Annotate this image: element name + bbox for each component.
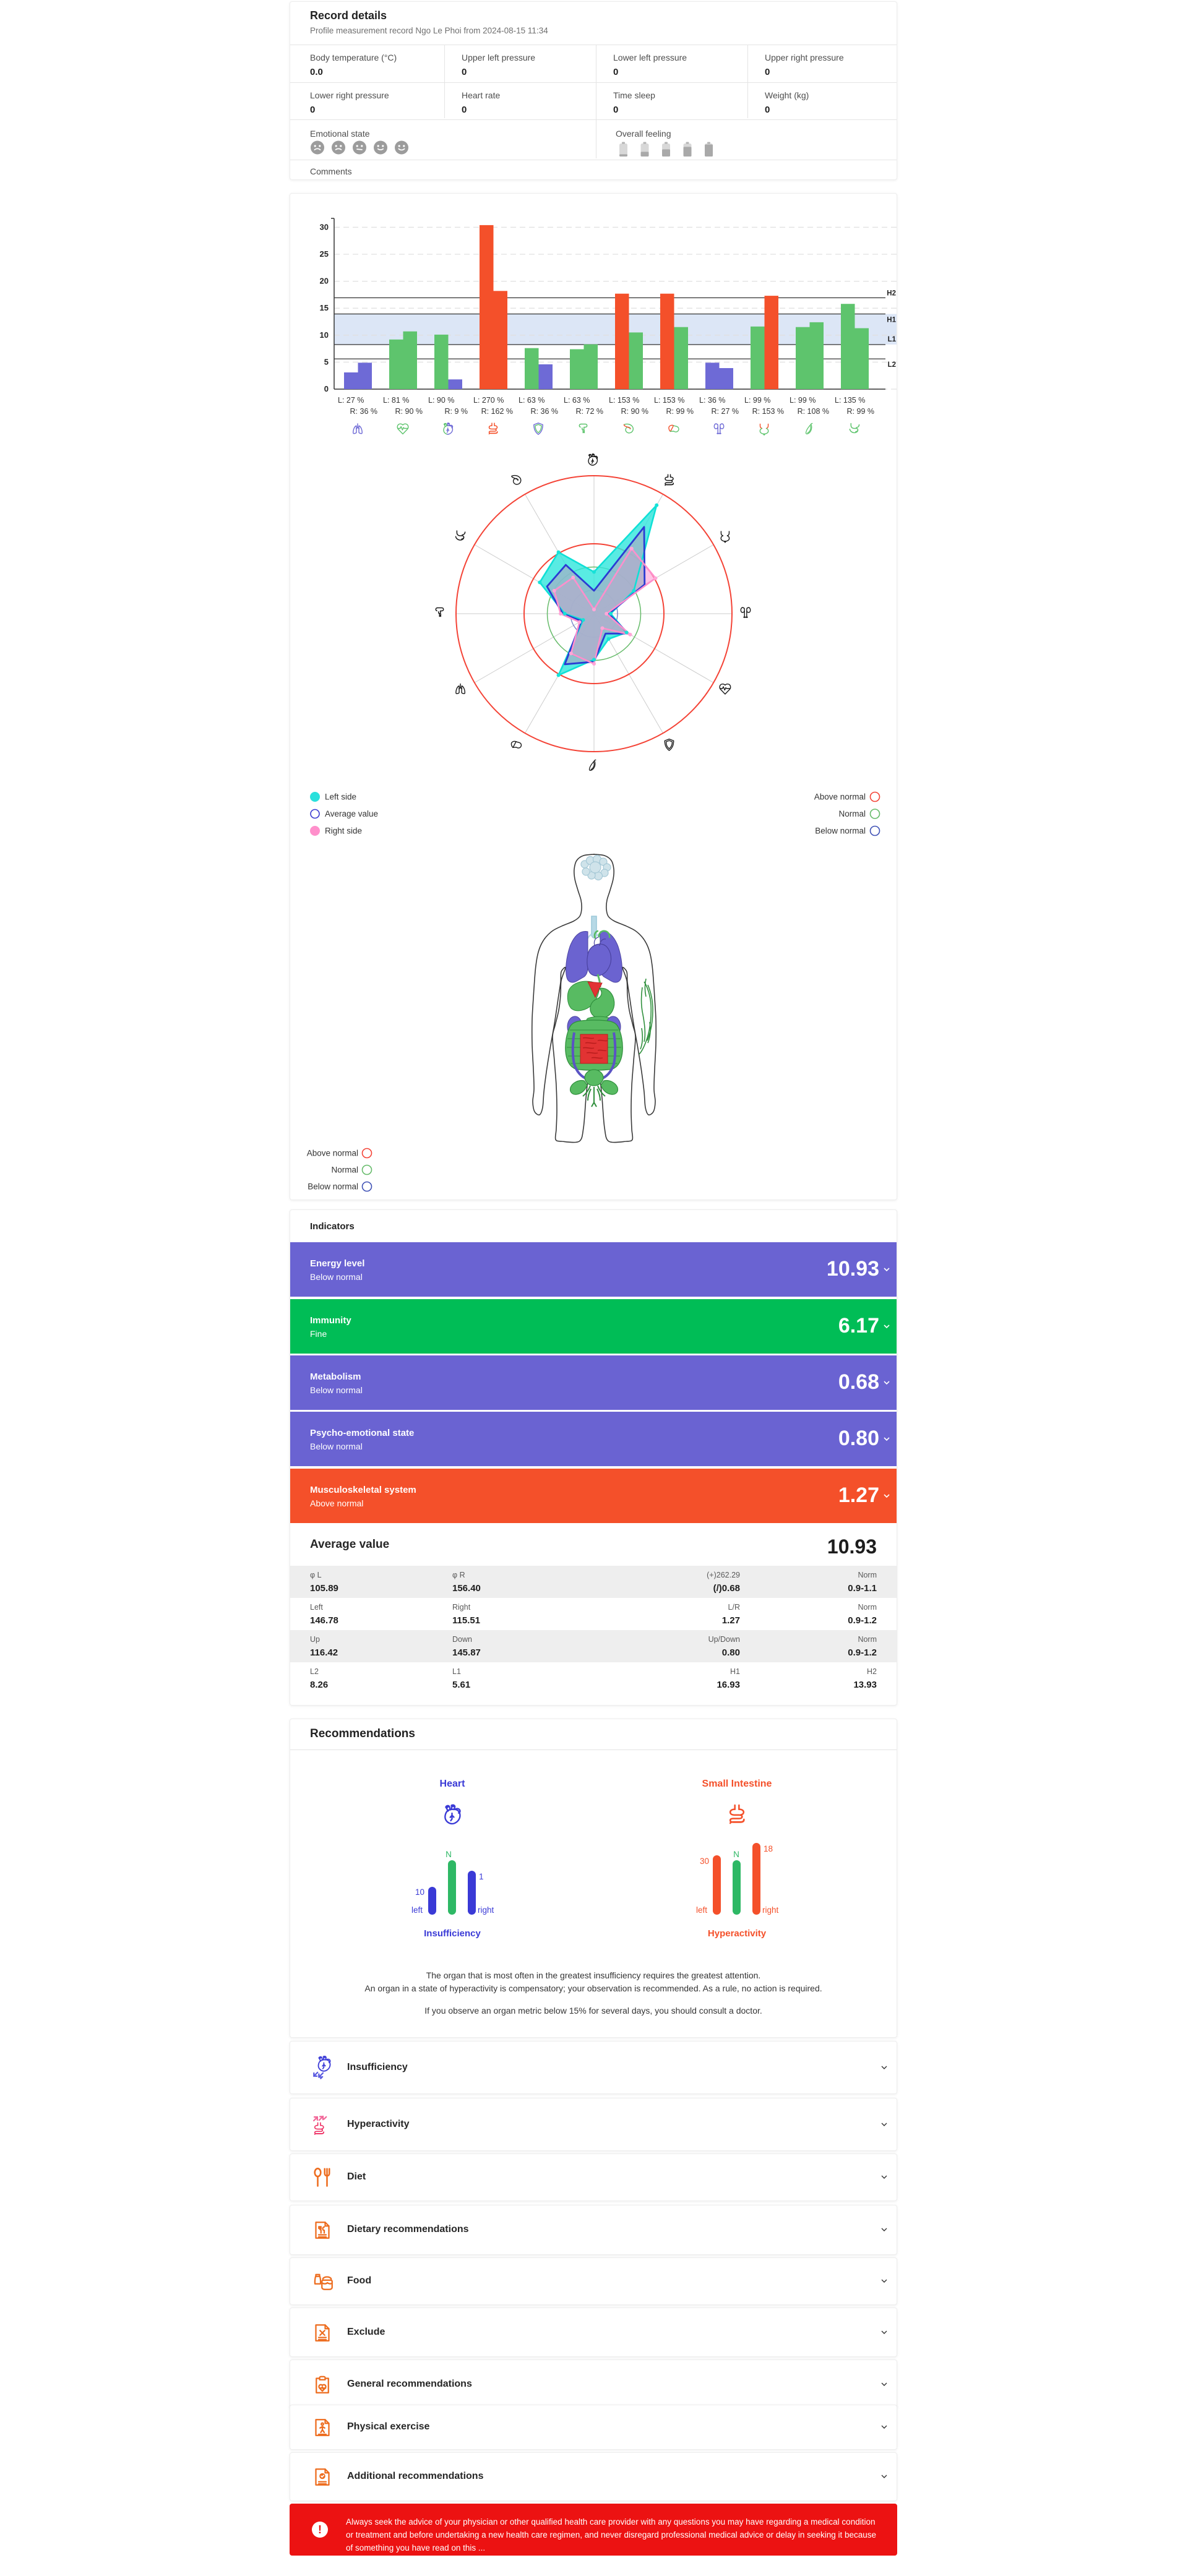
svg-text:Left side: Left side: [325, 792, 356, 802]
svg-text:L: 27 %: L: 27 %: [338, 396, 364, 405]
svg-text:R: 108 %: R: 108 %: [798, 407, 829, 416]
svg-text:Above normal: Above normal: [814, 792, 866, 802]
svg-text:L: 63 %: L: 63 %: [519, 396, 544, 405]
svg-text:15: 15: [320, 303, 329, 312]
svg-text:L: 153 %: L: 153 %: [609, 396, 639, 405]
svg-text:R: 90 %: R: 90 %: [395, 407, 423, 416]
svg-text:L: 135 %: L: 135 %: [835, 396, 865, 405]
svg-text:Average value: Average value: [325, 809, 378, 818]
svg-text:R: 90 %: R: 90 %: [621, 407, 648, 416]
svg-text:R: 9 %: R: 9 %: [444, 407, 468, 416]
svg-text:Right side: Right side: [325, 826, 362, 836]
svg-text:L: 90 %: L: 90 %: [428, 396, 454, 405]
svg-text:0: 0: [324, 384, 329, 393]
svg-text:L: 36 %: L: 36 %: [699, 396, 725, 405]
svg-text:30: 30: [320, 222, 329, 231]
svg-text:R: 99 %: R: 99 %: [847, 407, 874, 416]
svg-text:Normal: Normal: [331, 1166, 358, 1175]
svg-text:L: 99 %: L: 99 %: [744, 396, 770, 405]
svg-text:10: 10: [320, 330, 329, 340]
svg-text:Normal: Normal: [838, 809, 866, 818]
svg-text:R: 162 %: R: 162 %: [481, 407, 513, 416]
svg-text:Above normal: Above normal: [307, 1149, 358, 1158]
svg-text:Below normal: Below normal: [308, 1182, 358, 1191]
svg-text:L1: L1: [888, 336, 897, 343]
svg-text:H1: H1: [887, 317, 896, 324]
svg-text:5: 5: [324, 357, 329, 366]
svg-text:25: 25: [320, 249, 329, 259]
svg-text:R: 36 %: R: 36 %: [350, 407, 377, 416]
svg-text:R: 36 %: R: 36 %: [531, 407, 558, 416]
svg-text:R: 27 %: R: 27 %: [712, 407, 739, 416]
svg-text:L: 63 %: L: 63 %: [564, 396, 590, 405]
svg-text:20: 20: [320, 277, 329, 286]
svg-text:R: 153 %: R: 153 %: [752, 407, 784, 416]
svg-text:L: 81 %: L: 81 %: [383, 396, 409, 405]
svg-text:L: 99 %: L: 99 %: [790, 396, 816, 405]
svg-text:R: 72 %: R: 72 %: [576, 407, 603, 416]
svg-text:L: 270 %: L: 270 %: [473, 396, 504, 405]
svg-text:L2: L2: [888, 361, 896, 369]
svg-text:Below normal: Below normal: [815, 826, 866, 836]
svg-text:R: 99 %: R: 99 %: [666, 407, 694, 416]
svg-text:H2: H2: [887, 290, 896, 297]
svg-text:L: 153 %: L: 153 %: [654, 396, 684, 405]
